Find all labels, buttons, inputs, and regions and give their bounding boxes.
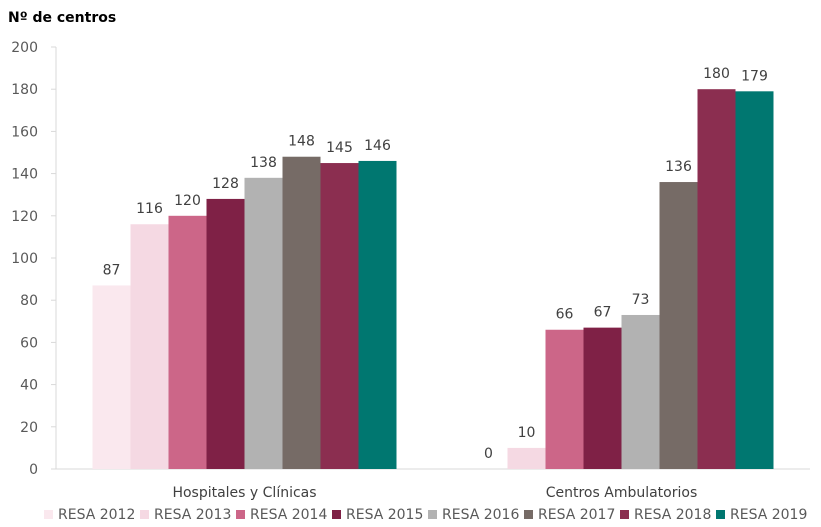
legend-swatch [428, 510, 437, 519]
bar [168, 215, 207, 469]
data-label: 180 [703, 66, 730, 82]
y-tick-label: 140 [11, 167, 38, 183]
legend-swatch [620, 510, 629, 519]
category-label: Hospitales y Clínicas [172, 485, 316, 501]
legend-item: RESA 2016 [428, 507, 519, 523]
y-tick-label: 20 [20, 420, 38, 436]
y-tick-label: 180 [11, 82, 38, 98]
legend-swatch [236, 510, 245, 519]
data-label: 138 [250, 155, 277, 171]
legend-item: RESA 2013 [140, 507, 231, 523]
y-tick-label: 200 [11, 40, 38, 56]
y-tick-label: 160 [11, 124, 38, 140]
legend-item: RESA 2017 [524, 507, 615, 523]
data-label: 10 [518, 425, 536, 441]
data-label: 120 [174, 193, 201, 209]
bar [92, 285, 131, 469]
legend-swatch [140, 510, 149, 519]
y-tick-label: 0 [29, 462, 38, 478]
bar [244, 177, 283, 469]
bar [507, 447, 546, 469]
data-label: 67 [594, 305, 612, 321]
y-tick-label: 80 [20, 293, 38, 309]
data-label: 128 [212, 176, 239, 192]
data-label: 73 [632, 292, 650, 308]
data-label: 146 [364, 138, 391, 154]
bar [735, 91, 774, 469]
bar [320, 163, 359, 470]
bar [583, 327, 622, 469]
legend-item: RESA 2019 [716, 507, 807, 523]
y-tick-label: 100 [11, 251, 38, 267]
data-label: 136 [665, 159, 692, 175]
legend-label: RESA 2013 [154, 507, 231, 523]
bar [130, 224, 169, 469]
legend-label: RESA 2019 [730, 507, 807, 523]
data-label: 148 [288, 134, 315, 150]
bar [659, 182, 698, 470]
data-label: 116 [136, 201, 163, 217]
legend-item: RESA 2014 [236, 507, 327, 523]
y-tick-label: 40 [20, 378, 38, 394]
legend-label: RESA 2014 [250, 507, 327, 523]
legend-item: RESA 2015 [332, 507, 423, 523]
legend-label: RESA 2016 [442, 507, 519, 523]
y-tick-label: 60 [20, 335, 38, 351]
data-label: 179 [741, 68, 768, 84]
data-label: 87 [103, 262, 121, 278]
data-label: 0 [484, 446, 493, 462]
category-label: Centros Ambulatorios [546, 485, 698, 501]
legend-label: RESA 2012 [58, 507, 135, 523]
y-tick-label: 120 [11, 209, 38, 225]
bar [358, 160, 397, 469]
legend-swatch [524, 510, 533, 519]
bar [282, 156, 321, 469]
y-axis-unit-label: Nº de centros [8, 10, 116, 26]
legend-item: RESA 2018 [620, 507, 711, 523]
bar [206, 198, 245, 470]
legend-item: RESA 2012 [44, 507, 135, 523]
legend-swatch [332, 510, 341, 519]
legend-swatch [44, 510, 53, 519]
legend-label: RESA 2017 [538, 507, 615, 523]
legend-swatch [716, 510, 725, 519]
legend-label: RESA 2015 [346, 507, 423, 523]
data-label: 145 [326, 140, 353, 156]
bar [621, 314, 660, 469]
legend-label: RESA 2018 [634, 507, 711, 523]
bar [697, 89, 736, 469]
data-label: 66 [556, 307, 574, 323]
bar [545, 329, 584, 469]
